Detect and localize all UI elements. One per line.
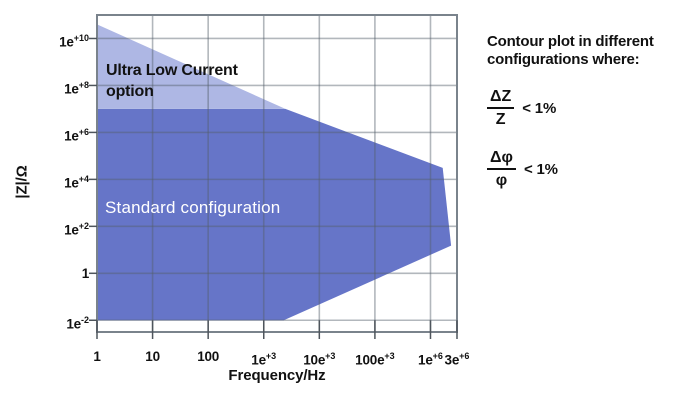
condition-impedance: ΔZ Z < 1% xyxy=(487,87,692,129)
x-tick-label: 100 xyxy=(197,349,220,364)
x-tick-label: 3e+6 xyxy=(444,351,470,368)
x-tick-label: 100e+3 xyxy=(355,351,395,368)
condition-phase: Δφ φ < 1% xyxy=(487,148,692,190)
fraction-delta-z-over-z: ΔZ Z xyxy=(487,87,515,129)
y-tick-label: 1e+4 xyxy=(64,173,89,191)
x-tick-label: 1 xyxy=(93,349,101,364)
side-panel: Contour plot in different configurations… xyxy=(487,33,692,190)
x-tick-label: 1e+6 xyxy=(418,351,443,368)
y-axis-title: |Z|/Ω xyxy=(13,165,31,199)
x-tick-label: 1e+3 xyxy=(251,351,277,368)
condition-relation: < 1% xyxy=(523,160,558,178)
fraction-numerator: Δφ xyxy=(487,148,516,170)
region-standard-configuration xyxy=(97,108,452,321)
y-tick-label: 1 xyxy=(81,265,90,281)
y-tick-label: 1e+10 xyxy=(59,32,89,50)
fraction-denominator: Z xyxy=(495,111,506,128)
y-tick-label: 1e+2 xyxy=(64,220,89,238)
x-tick-label: 10e+3 xyxy=(303,351,336,368)
region-label-standard-configuration: Standard configuration xyxy=(105,198,281,217)
plot-frame xyxy=(96,14,458,333)
x-tick-label: 10 xyxy=(145,349,160,364)
fraction-delta-phi-over-phi: Δφ φ xyxy=(487,148,516,190)
y-tick-label: 1e+8 xyxy=(64,79,89,97)
y-tick-label: 1e+6 xyxy=(64,126,89,144)
fraction-denominator: φ xyxy=(495,172,508,189)
x-axis-title: Frequency/Hz xyxy=(228,367,326,384)
region-ultra-low-current-option xyxy=(97,24,286,109)
region-label-ultra-low-current: Ultra Low Current option xyxy=(106,62,238,100)
y-tick-label: 1e-2 xyxy=(66,314,89,332)
fraction-numerator: ΔZ xyxy=(487,87,515,109)
side-panel-heading: Contour plot in different configurations… xyxy=(487,33,654,68)
condition-relation: < 1% xyxy=(522,99,557,117)
